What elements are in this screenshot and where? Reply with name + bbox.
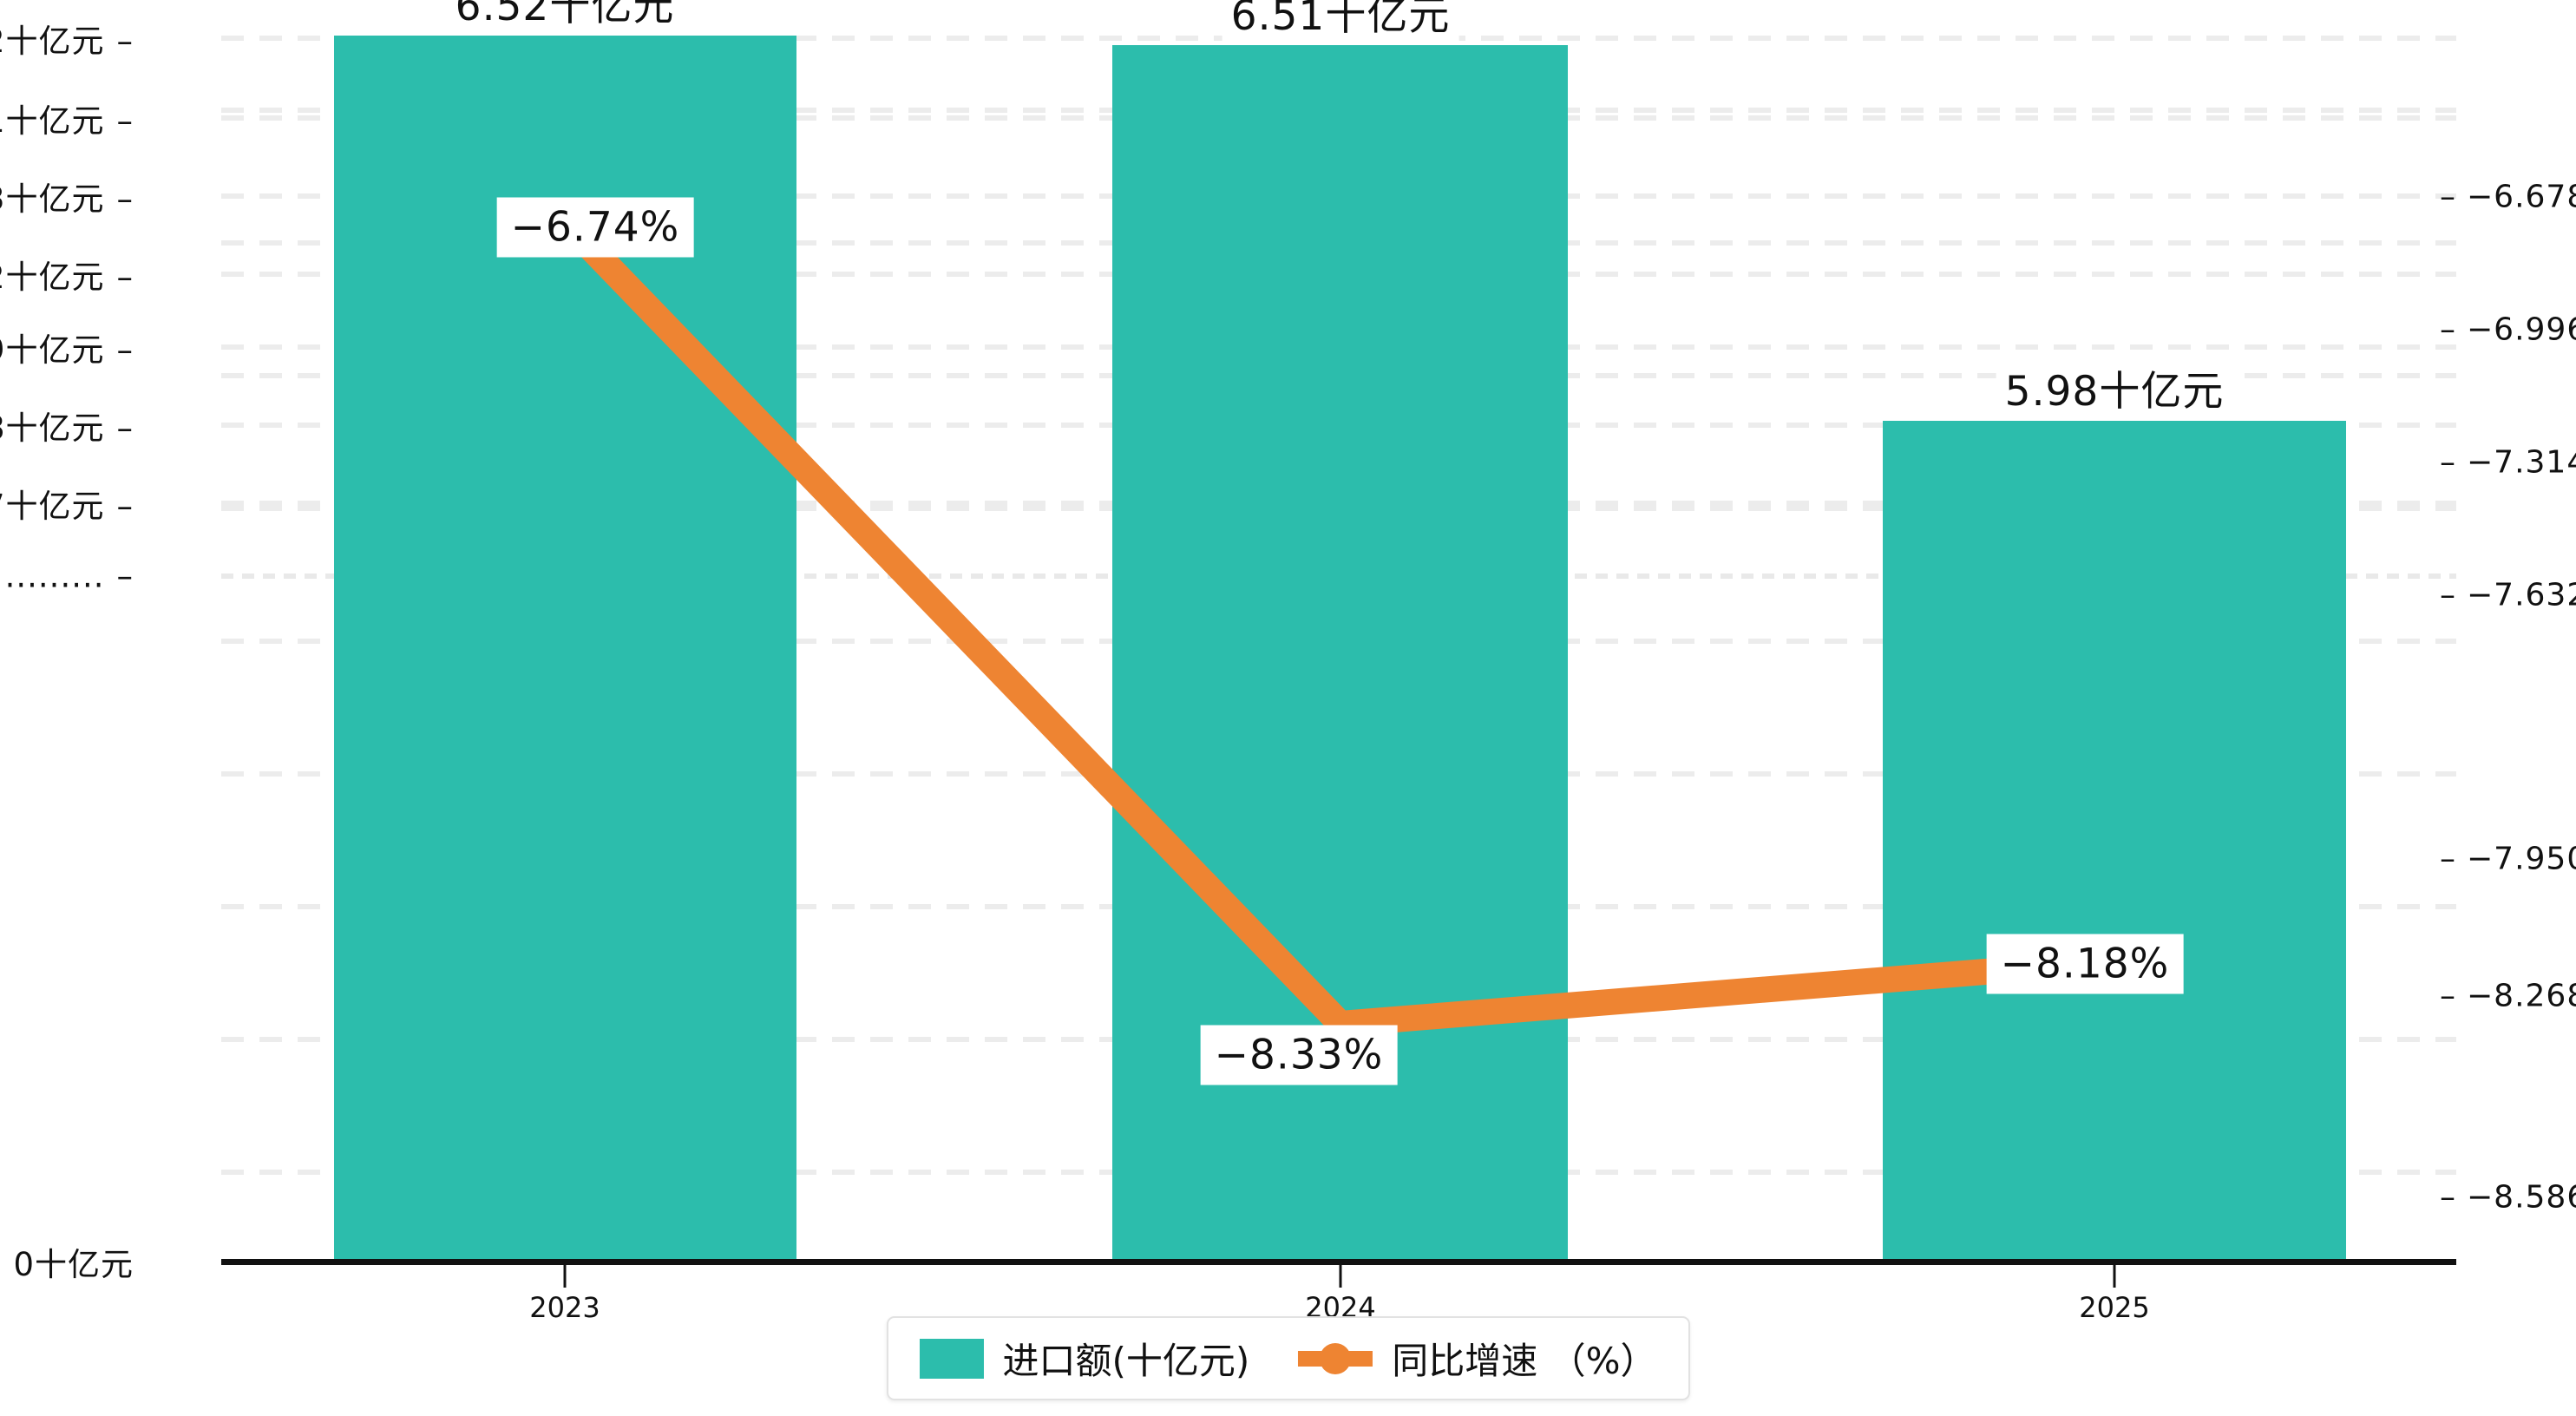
x-tick-mark [2113, 1265, 2116, 1288]
y-tick-left-7-ellipsis: ......... – [5, 558, 134, 595]
y-tick-right-4-text: −7.950 [2467, 841, 2576, 877]
y-tick-right-5: – −8.268 [2440, 979, 2576, 1014]
y-tick-right-4: – −7.950 [2440, 842, 2576, 877]
x-tick-mark [563, 1265, 567, 1288]
tick-dash-icon: – [116, 331, 134, 369]
tick-dash-icon: – [116, 259, 134, 296]
y-tick-right-1: – −6.996 [2440, 312, 2576, 348]
y-tick-right-0: – −6.678 [2440, 180, 2576, 215]
chart-legend: 进口额(十亿元) 同比增速 （%） [886, 1316, 1690, 1400]
y-tick-left-3-text: 6.2十亿元 [0, 259, 105, 296]
y-tick-left-2-text: 6.3十亿元 [0, 180, 105, 218]
x-tick-label-2023: 2023 [529, 1291, 600, 1324]
legend-line-swatch-icon [1298, 1339, 1373, 1379]
x-tick-label-2025: 2025 [2079, 1291, 2150, 1324]
legend-line-marker-icon [1320, 1342, 1352, 1374]
y-tick-right-5-text: −8.268 [2467, 978, 2576, 1014]
y-tick-right-6: – −8.586 [2440, 1180, 2576, 1216]
bar-value-label-2023: 6.52十亿元 [446, 0, 684, 36]
y-tick-left-2: 6.3十亿元– [0, 173, 134, 220]
y-tick-left-3: 6.2十亿元– [0, 251, 134, 298]
y-tick-left-5-text: 5.98十亿元 [0, 410, 105, 447]
y-tick-right-2: – −7.314 [2440, 445, 2576, 481]
legend-item-growth-rate[interactable]: 同比增速 （%） [1298, 1332, 1657, 1385]
y-tick-right-6-text: −8.586 [2467, 1179, 2576, 1216]
tick-dash-icon: – [116, 102, 134, 140]
y-tick-right-1-text: −6.996 [2467, 311, 2576, 348]
y-tick-left-4: 6.09十亿元– [0, 324, 134, 370]
tick-dash-icon: – [2440, 311, 2456, 348]
y-tick-right-3-text: −7.632 [2467, 577, 2576, 613]
growth-value-label-2023: −6.74% [496, 197, 694, 258]
y-tick-left-6-text: 5.87十亿元 [0, 488, 105, 525]
legend-label-import-amount: 进口额(十亿元) [1002, 1340, 1250, 1382]
x-axis-line [221, 1259, 2456, 1265]
y-tick-left-4-text: 6.09十亿元 [0, 331, 105, 369]
y-tick-left-6: 5.87十亿元– [0, 480, 134, 527]
bar-value-label-2025: 5.98十亿元 [1996, 354, 2233, 421]
tick-dash-icon: – [116, 180, 134, 218]
y-tick-left-1: 6.41十亿元– [0, 95, 134, 141]
tick-dash-icon: – [2440, 179, 2456, 215]
bar-value-label-2024: 6.51十亿元 [1222, 0, 1459, 45]
y-tick-left-8-text: 0十亿元 [13, 1246, 134, 1283]
y-tick-right-2-text: −7.314 [2467, 444, 2576, 481]
growth-value-label-2024: −8.33% [1200, 1025, 1398, 1085]
legend-item-import-amount[interactable]: 进口额(十亿元) [919, 1332, 1249, 1385]
legend-label-growth-rate: 同比增速 （%） [1392, 1340, 1657, 1382]
tick-dash-icon: – [2440, 444, 2456, 481]
tick-dash-icon: – [2440, 978, 2456, 1014]
y-tick-right-3: – −7.632 [2440, 578, 2576, 613]
tick-dash-icon: – [2440, 841, 2456, 877]
tick-dash-icon: – [116, 557, 134, 595]
bar-2025[interactable] [1883, 421, 2346, 1262]
tick-dash-icon: – [116, 410, 134, 447]
tick-dash-icon: – [2440, 1179, 2456, 1216]
tick-dash-icon: – [116, 488, 134, 525]
y-tick-left-8: 0十亿元 [13, 1238, 134, 1285]
y-tick-left-7-text: ......... [4, 557, 105, 595]
y-tick-left-0-text: 6.52十亿元 [0, 23, 105, 60]
x-tick-mark [1339, 1265, 1342, 1288]
y-tick-left-1-text: 6.41十亿元 [0, 102, 105, 140]
growth-value-label-2025: −8.18% [1986, 934, 2184, 994]
tick-dash-icon: – [116, 23, 134, 60]
y-tick-left-0: 6.52十亿元– [0, 15, 134, 62]
tick-dash-icon: – [2440, 577, 2456, 613]
legend-bar-swatch-icon [919, 1338, 984, 1379]
y-tick-left-5: 5.98十亿元– [0, 402, 134, 449]
y-tick-right-0-text: −6.678 [2467, 179, 2576, 215]
